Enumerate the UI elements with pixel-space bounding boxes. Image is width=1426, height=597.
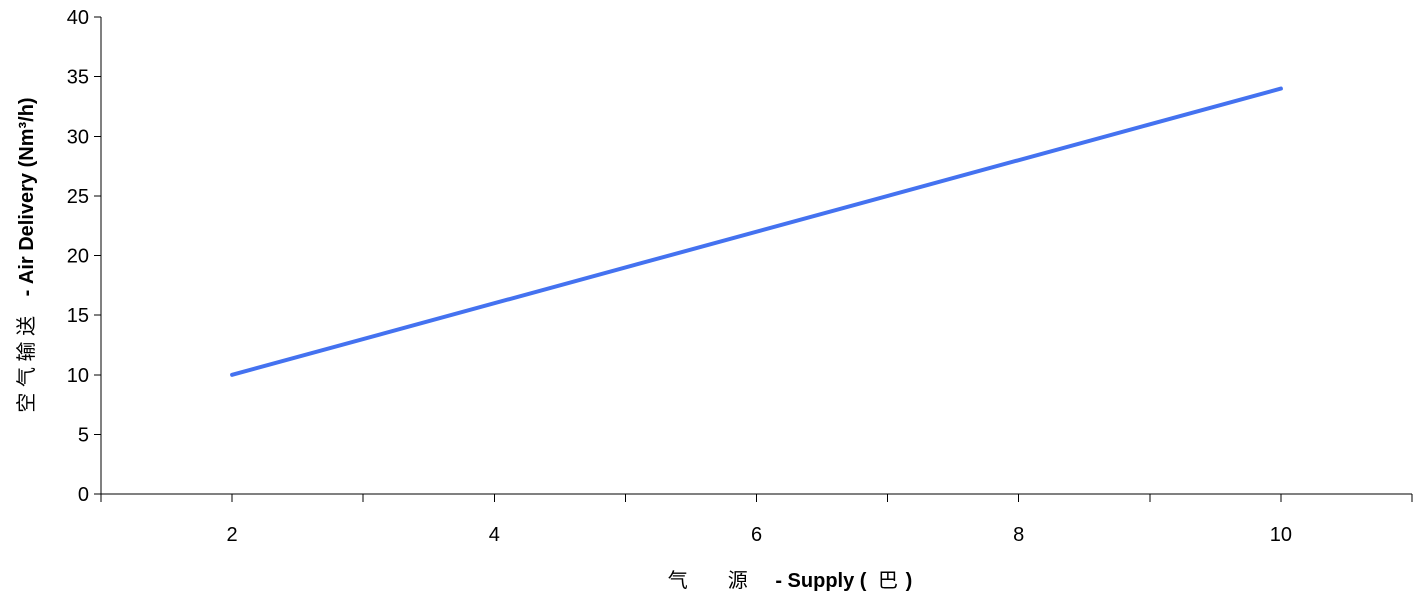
y-axis: 0 5 10 15 20 25 30 35 40: [67, 7, 102, 506]
x-axis-title-cjk: 气 源: [668, 569, 748, 592]
series-line-0: [230, 86, 1283, 377]
y-tick-label: 10: [67, 365, 89, 387]
x-tick-label: 4: [489, 524, 500, 546]
y-tick-label: 30: [67, 126, 89, 148]
y-axis-title-en: - Air Delivery (Nm³/h): [16, 97, 38, 296]
x-axis-title: 气 源 - Supply ( 巴 ): [668, 569, 912, 592]
y-tick-label: 35: [67, 67, 89, 89]
y-tick-label: 25: [67, 186, 89, 208]
x-tick-label: 10: [1270, 524, 1292, 546]
x-tick-label: 8: [1013, 524, 1024, 546]
y-tick-label: 40: [67, 7, 89, 29]
x-axis-title-unit: 巴: [878, 570, 898, 592]
x-axis: 2 4 6 8 10: [100, 493, 1413, 546]
y-tick-label: 15: [67, 305, 89, 327]
series-layer: [230, 86, 1283, 377]
y-tick-label: 20: [67, 246, 89, 268]
y-axis-title: 空 气 输 送 - Air Delivery (Nm³/h): [15, 97, 38, 412]
x-axis-title-en-prefix: - Supply (: [775, 570, 866, 592]
y-tick-label: 0: [78, 484, 89, 506]
y-axis-title-cjk: 空 气 输 送: [15, 316, 38, 413]
x-tick-label: 6: [751, 524, 762, 546]
x-axis-title-en-suffix: ): [906, 570, 913, 592]
y-tick-label: 5: [78, 424, 89, 446]
x-tick-label: 2: [227, 524, 238, 546]
